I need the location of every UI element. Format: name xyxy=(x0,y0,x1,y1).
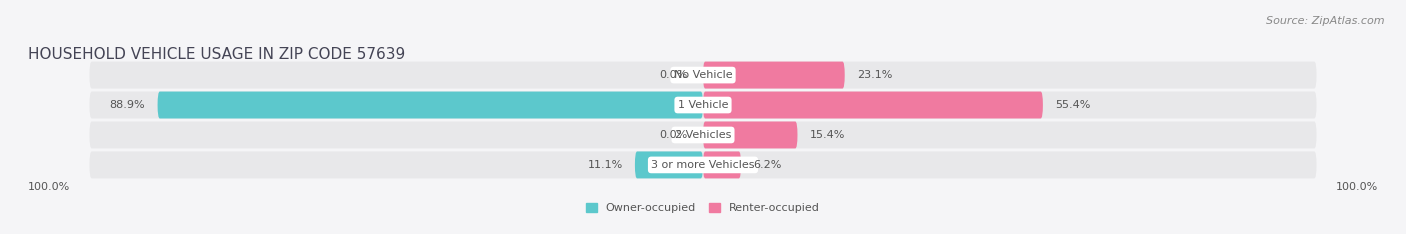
FancyBboxPatch shape xyxy=(90,121,1316,148)
FancyBboxPatch shape xyxy=(703,151,741,178)
Text: 6.2%: 6.2% xyxy=(754,160,782,170)
FancyBboxPatch shape xyxy=(636,151,703,178)
Text: 0.0%: 0.0% xyxy=(659,70,688,80)
FancyBboxPatch shape xyxy=(90,62,1316,88)
FancyBboxPatch shape xyxy=(703,121,797,148)
Text: No Vehicle: No Vehicle xyxy=(673,70,733,80)
Text: HOUSEHOLD VEHICLE USAGE IN ZIP CODE 57639: HOUSEHOLD VEHICLE USAGE IN ZIP CODE 5763… xyxy=(28,47,405,62)
Text: 0.0%: 0.0% xyxy=(659,130,688,140)
FancyBboxPatch shape xyxy=(90,91,1316,118)
FancyBboxPatch shape xyxy=(703,62,845,88)
Text: 88.9%: 88.9% xyxy=(110,100,145,110)
Text: 11.1%: 11.1% xyxy=(588,160,623,170)
FancyBboxPatch shape xyxy=(703,91,1043,118)
Text: 100.0%: 100.0% xyxy=(28,182,70,192)
FancyBboxPatch shape xyxy=(157,91,703,118)
Text: 3 or more Vehicles: 3 or more Vehicles xyxy=(651,160,755,170)
FancyBboxPatch shape xyxy=(90,151,1316,178)
Text: Source: ZipAtlas.com: Source: ZipAtlas.com xyxy=(1267,16,1385,26)
Text: 100.0%: 100.0% xyxy=(1336,182,1378,192)
Text: 15.4%: 15.4% xyxy=(810,130,845,140)
Text: 1 Vehicle: 1 Vehicle xyxy=(678,100,728,110)
Text: 23.1%: 23.1% xyxy=(858,70,893,80)
Text: 55.4%: 55.4% xyxy=(1054,100,1091,110)
Legend: Owner-occupied, Renter-occupied: Owner-occupied, Renter-occupied xyxy=(586,203,820,213)
Text: 2 Vehicles: 2 Vehicles xyxy=(675,130,731,140)
